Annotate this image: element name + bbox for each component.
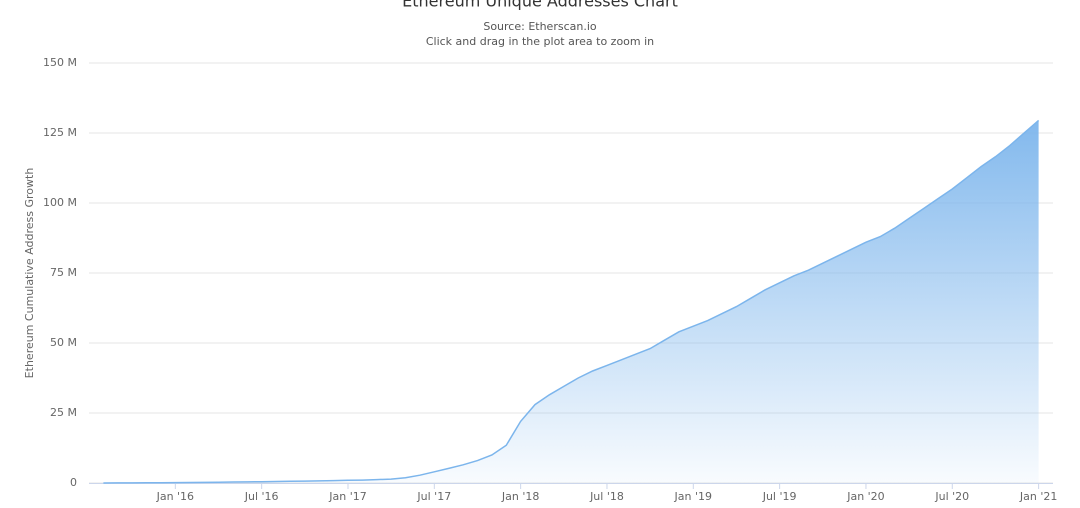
- y-tick-label: 25 M: [50, 406, 77, 419]
- chart-subtitle: Source: Etherscan.io: [483, 20, 597, 33]
- area-fill: [103, 120, 1039, 484]
- x-tick-label: Jan '16: [156, 490, 194, 503]
- x-tick-label: Jan '18: [501, 490, 539, 503]
- chart-subtitle: Click and drag in the plot area to zoom …: [426, 35, 654, 48]
- y-axis-label: Ethereum Cumulative Address Growth: [23, 168, 36, 379]
- x-tick-label: Jan '17: [328, 490, 366, 503]
- area-line: [103, 119, 1040, 484]
- x-tick-label: Jan '20: [846, 490, 884, 503]
- y-tick-label: 75 M: [50, 266, 77, 279]
- y-tick-label: 150 M: [43, 56, 77, 69]
- y-tick-label: 100 M: [43, 196, 77, 209]
- x-tick-label: Jul '20: [934, 490, 969, 503]
- x-tick-label: Jul '16: [244, 490, 279, 503]
- x-tick-label: Jan '21: [1019, 490, 1057, 503]
- x-tick-label: Jul '19: [762, 490, 797, 503]
- x-tick-label: Jul '18: [589, 490, 624, 503]
- x-tick-label: Jan '19: [674, 490, 712, 503]
- y-tick-label: 125 M: [43, 126, 77, 139]
- y-tick-label: 0: [70, 476, 77, 489]
- chart-title: Ethereum Unique Addresses Chart: [402, 0, 678, 11]
- x-tick-label: Jul '17: [416, 490, 451, 503]
- y-tick-label: 50 M: [50, 336, 77, 349]
